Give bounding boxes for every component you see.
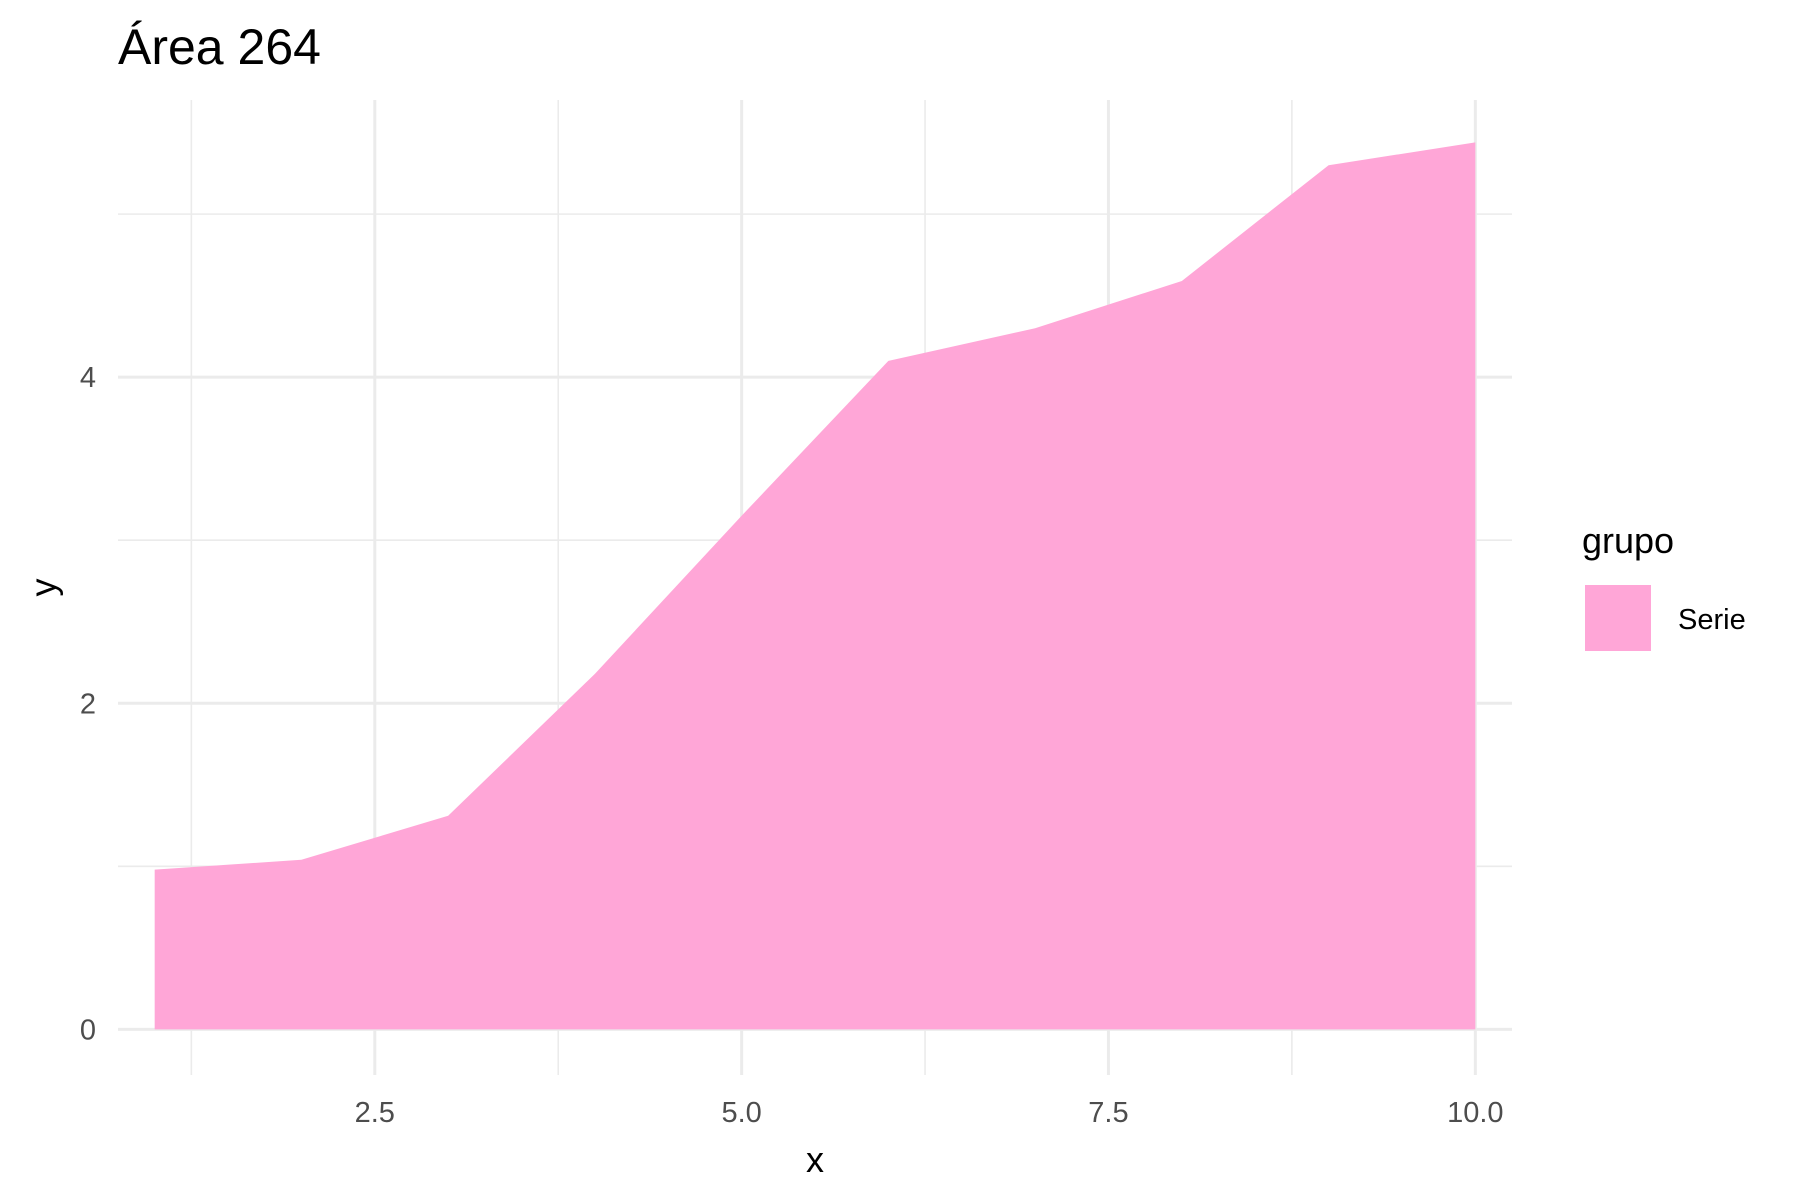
legend-key-serie [1585, 585, 1651, 651]
legend: grupo Serie [1582, 520, 1746, 651]
legend-label-serie: Serie [1678, 604, 1746, 636]
y-tick-label-2: 4 [80, 362, 96, 394]
x-tick-label-3: 10.0 [1447, 1097, 1503, 1129]
y-tick-label-0: 0 [80, 1014, 96, 1046]
chart-title: Área 264 [118, 19, 321, 75]
x-tick-label-2: 7.5 [1088, 1097, 1128, 1129]
y-tick-label-1: 2 [80, 688, 96, 720]
area-layer [154, 142, 1476, 1030]
x-tick-label-0: 2.5 [355, 1097, 395, 1129]
x-tick-label-1: 5.0 [721, 1097, 761, 1129]
x-axis-title: x [806, 1139, 824, 1180]
y-axis-title: y [23, 579, 64, 597]
tick-label-layer: 2.5 5.0 7.5 10.0 0 2 4 [80, 362, 1504, 1129]
legend-title: grupo [1582, 520, 1674, 561]
area-series-0 [154, 142, 1476, 1030]
